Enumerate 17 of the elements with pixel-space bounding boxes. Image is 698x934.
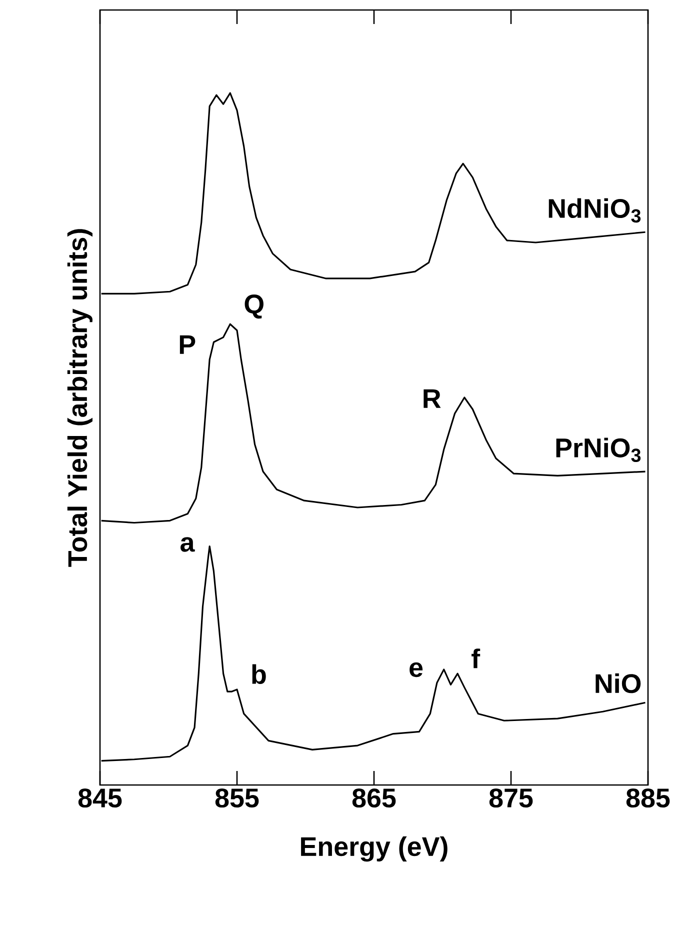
annotation: b	[252, 664, 266, 684]
annotation: e	[410, 662, 423, 678]
annotation: f	[472, 648, 480, 668]
y-axis-title: Total Yield (arbitrary units)	[67, 229, 92, 567]
annotation: P	[180, 335, 196, 354]
series-label: NdNiO$_{3}$	[548, 198, 641, 223]
series-label: PrNiO$_{3}$	[556, 438, 641, 462]
series-label: NiO	[596, 673, 641, 694]
annotation: R	[424, 389, 441, 408]
x-tick-label: 865	[352, 788, 396, 808]
x-tick-label: 845	[78, 788, 122, 808]
x-axis-title: Energy (eV)	[301, 836, 448, 862]
annotation: a	[180, 537, 195, 552]
x-tick-label: 875	[489, 788, 533, 808]
x-tick-label: 855	[215, 788, 259, 808]
annotation: Q	[244, 294, 264, 319]
x-tick-label: 885	[626, 788, 670, 808]
